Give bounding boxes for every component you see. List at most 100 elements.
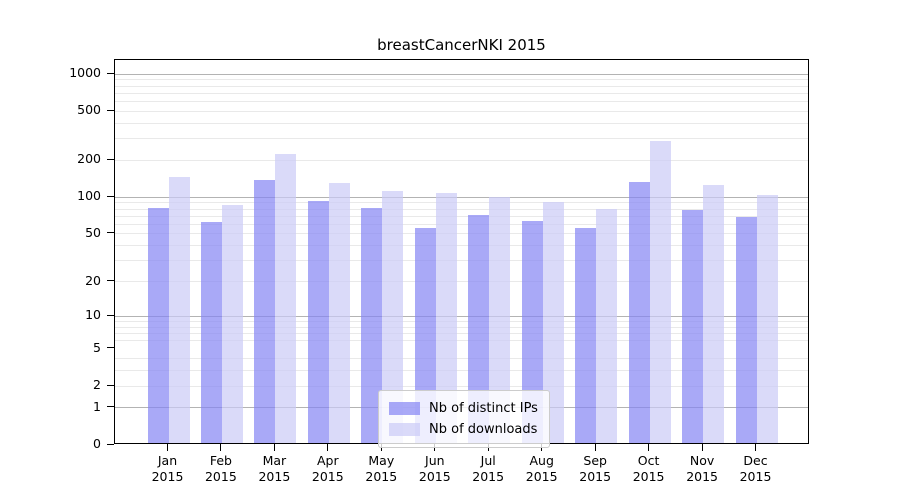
gridline-minor-600	[115, 101, 808, 102]
bar-feb-downloads	[221, 204, 243, 443]
y-tick-label-100: 100	[77, 188, 101, 204]
gridline-minor-900	[115, 79, 808, 81]
x-tick-mark-oct	[648, 444, 650, 451]
y-tick-mark-5	[107, 347, 114, 349]
gridline-minor-50	[115, 233, 808, 235]
y-tick-mark-50	[107, 232, 114, 234]
gridline-major-100	[115, 196, 808, 198]
gridline-minor-700	[115, 92, 808, 94]
y-tick-mark-2	[107, 384, 114, 386]
bar-dec-distinct-ips	[735, 217, 757, 443]
x-tick-label-feb: Feb 2015	[204, 453, 237, 484]
bar-nov-downloads	[703, 184, 725, 443]
y-tick-mark-1	[107, 406, 114, 408]
x-tick-label-nov: Nov 2015	[686, 453, 718, 484]
y-tick-label-2: 2	[93, 377, 101, 392]
bar-oct-distinct-ips	[628, 182, 650, 443]
bar-jul-distinct-ips	[468, 214, 490, 443]
x-tick-mark-nov	[701, 444, 703, 451]
y-tick-mark-20	[107, 280, 114, 281]
bar-jan-downloads	[168, 177, 190, 443]
bar-oct-downloads	[649, 141, 671, 443]
gridline-major-1000	[115, 73, 808, 75]
x-tick-mark-apr	[327, 444, 329, 451]
bar-dec-downloads	[756, 194, 778, 443]
bar-may-distinct-ips	[361, 207, 383, 443]
gridline-minor-70	[115, 215, 808, 217]
gridline-minor-7	[115, 332, 808, 334]
y-tick-label-10: 10	[85, 307, 101, 323]
gridline-minor-2	[115, 385, 808, 387]
gridline-minor-300	[115, 138, 808, 140]
gridline-minor-9	[115, 320, 808, 322]
y-tick-label-200: 200	[77, 151, 101, 167]
legend: Nb of distinct IPs Nb of downloads	[378, 390, 550, 448]
y-tick-mark-0	[107, 443, 114, 445]
y-tick-mark-10	[107, 314, 114, 316]
gridline-minor-90	[115, 202, 808, 204]
gridline-minor-500	[115, 110, 808, 112]
x-tick-mark-jan	[167, 444, 168, 451]
bar-jun-distinct-ips	[414, 227, 436, 443]
gridline-minor-60	[115, 223, 808, 225]
gridline-minor-400	[115, 122, 808, 124]
y-tick-label-500: 500	[77, 102, 101, 118]
x-tick-label-sep: Sep 2015	[579, 453, 612, 484]
bar-mar-distinct-ips	[254, 179, 276, 443]
y-tick-label-20: 20	[85, 272, 101, 288]
gridline-minor-80	[115, 208, 808, 210]
gridline-minor-8	[115, 326, 808, 328]
bar-jun-downloads	[435, 193, 457, 443]
bar-jan-distinct-ips	[147, 207, 169, 443]
x-tick-mark-sep	[594, 444, 596, 451]
x-tick-label-oct: Oct 2015	[632, 453, 665, 484]
x-tick-label-jun: Jun 2015	[418, 453, 451, 484]
legend-swatch-distinct-ips	[389, 402, 420, 415]
bar-apr-downloads	[328, 182, 350, 443]
y-tick-mark-100	[107, 195, 114, 197]
gridline-minor-3	[115, 370, 808, 372]
bar-feb-distinct-ips	[200, 222, 222, 443]
y-tick-label-1000: 1000	[69, 65, 101, 81]
x-tick-label-may: May 2015	[365, 453, 398, 484]
legend-item-downloads: Nb of downloads	[389, 419, 538, 440]
x-tick-label-jan: Jan 2015	[151, 453, 184, 484]
bar-aug-downloads	[542, 202, 564, 443]
bar-sep-downloads	[596, 209, 618, 443]
x-tick-mark-feb	[220, 444, 222, 451]
gridline-minor-200	[115, 159, 808, 161]
bar-may-downloads	[382, 190, 404, 443]
legend-label-distinct-ips: Nb of distinct IPs	[429, 401, 538, 416]
y-tick-mark-200	[107, 158, 114, 160]
x-tick-label-dec: Dec 2015	[739, 453, 772, 484]
gridline-minor-4	[115, 358, 808, 360]
gridline-minor-800	[115, 85, 808, 87]
x-tick-mark-dec	[755, 444, 756, 451]
x-tick-label-jul: Jul 2015	[472, 453, 505, 484]
legend-swatch-downloads	[389, 423, 420, 436]
gridline-minor-20	[115, 281, 808, 282]
chart-title: breastCancerNKI 2015	[377, 36, 546, 54]
bar-aug-distinct-ips	[521, 221, 543, 443]
bar-apr-distinct-ips	[307, 201, 329, 443]
y-tick-label-50: 50	[85, 224, 101, 240]
legend-item-distinct-ips: Nb of distinct IPs	[389, 398, 538, 419]
y-tick-label-1: 1	[93, 398, 101, 414]
gridline-minor-30	[115, 260, 808, 262]
bar-jul-downloads	[489, 197, 511, 443]
bar-sep-distinct-ips	[575, 227, 597, 443]
y-tick-mark-1000	[107, 72, 114, 74]
gridline-major-10	[115, 315, 808, 317]
bar-mar-downloads	[275, 153, 297, 443]
x-tick-label-aug: Aug 2015	[525, 453, 558, 484]
gridline-minor-6	[115, 340, 808, 341]
bar-nov-distinct-ips	[682, 209, 704, 443]
x-tick-mark-mar	[273, 444, 275, 451]
x-tick-label-mar: Mar 2015	[258, 453, 291, 484]
y-tick-mark-500	[107, 109, 114, 111]
gridline-minor-40	[115, 245, 808, 247]
y-tick-label-0: 0	[93, 436, 101, 451]
x-tick-label-apr: Apr 2015	[311, 453, 344, 484]
y-tick-label-5: 5	[93, 339, 101, 355]
